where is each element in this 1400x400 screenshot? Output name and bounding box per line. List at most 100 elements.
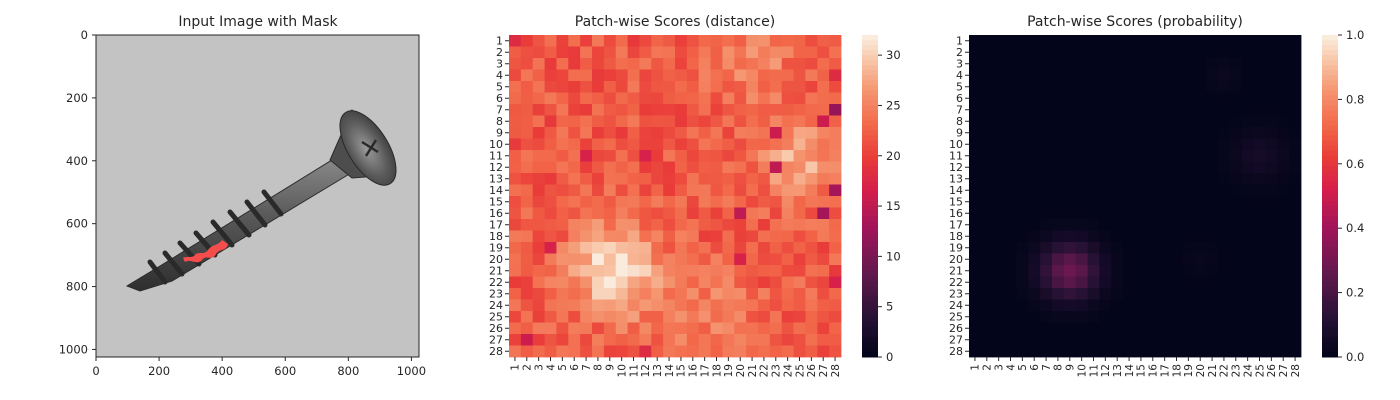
- heatmap-cell: [639, 161, 652, 174]
- colorbar-tick-label: 5: [886, 300, 893, 314]
- heatmap-cell: [980, 69, 994, 82]
- heatmap-cell: [1111, 46, 1124, 59]
- heatmap-cell: [1016, 242, 1029, 254]
- heatmap-cell: [580, 69, 593, 82]
- heatmap-cell: [1099, 104, 1112, 116]
- colorbar-segment: [862, 75, 878, 81]
- heatmap-cell: [817, 150, 830, 162]
- heatmap-cell: [580, 219, 593, 231]
- heatmap-cell: [1277, 311, 1290, 323]
- heatmap-cell: [520, 46, 534, 59]
- heatmap-cell: [1289, 334, 1302, 346]
- heatmap-cell: [1040, 196, 1053, 208]
- heatmap-cell: [781, 138, 794, 151]
- row-tick-label: 5: [496, 81, 503, 94]
- heatmap-cell: [1253, 242, 1266, 254]
- heatmap-cell: [746, 92, 759, 105]
- heatmap-cell: [829, 345, 842, 358]
- heatmap-cell: [722, 173, 735, 185]
- heatmap-cell: [1087, 46, 1100, 59]
- heatmap-cell: [1135, 242, 1148, 254]
- heatmap-cell: [769, 127, 783, 139]
- heatmap-cell: [651, 288, 664, 300]
- heatmap-cell: [544, 92, 557, 105]
- heatmap-cell: [805, 127, 818, 139]
- heatmap-cell: [1241, 311, 1254, 323]
- heatmap-cell: [793, 299, 806, 312]
- heatmap-cell: [1277, 288, 1290, 300]
- heatmap-cell: [1241, 242, 1254, 254]
- heatmap-cell: [1158, 150, 1171, 162]
- heatmap-cell: [758, 311, 771, 323]
- heatmap-cell: [1123, 265, 1136, 277]
- heatmap-cell: [532, 127, 545, 139]
- colorbar-segment: [1322, 306, 1338, 313]
- heatmap-cell: [509, 184, 522, 197]
- heatmap-cell: [1075, 150, 1088, 162]
- heatmap-cell: [580, 184, 593, 197]
- title-distance: Patch-wise Scores (distance): [575, 14, 775, 30]
- heatmap-cell: [1040, 242, 1053, 254]
- heatmap-cell: [817, 81, 830, 93]
- heatmap-cell: [1182, 138, 1195, 151]
- heatmap-cell: [639, 207, 652, 220]
- heatmap-cell: [544, 161, 557, 174]
- heatmap-cell: [805, 161, 818, 174]
- heatmap-cell: [992, 322, 1005, 335]
- row-tick-label: 8: [956, 115, 963, 128]
- colorbar-segment: [1322, 55, 1338, 61]
- heatmap-cell: [592, 196, 605, 208]
- heatmap-cell: [805, 138, 818, 151]
- heatmap-cell: [639, 230, 652, 243]
- heatmap-cell: [734, 334, 747, 346]
- heatmap-cell: [1087, 81, 1100, 93]
- heatmap-cell: [769, 299, 783, 312]
- colorbar-segment: [862, 331, 878, 338]
- heatmap-cell: [509, 46, 522, 59]
- row-tick-label: 6: [956, 92, 963, 105]
- heatmap-cell: [1218, 334, 1231, 346]
- title-input-image: Input Image with Mask: [178, 14, 338, 30]
- heatmap-cell: [781, 127, 794, 139]
- heatmap-cell: [980, 265, 994, 277]
- heatmap-cell: [1016, 184, 1029, 197]
- heatmap-cell: [769, 322, 783, 335]
- heatmap-cell: [722, 311, 735, 323]
- heatmap-cell: [734, 138, 747, 151]
- heatmap-cell: [992, 115, 1005, 128]
- heatmap-cell: [639, 276, 652, 289]
- heatmap-cell: [969, 219, 982, 231]
- heatmap-cell: [722, 334, 735, 346]
- heatmap-cell: [627, 184, 640, 197]
- heatmap-cell: [1063, 161, 1077, 174]
- row-tick-label: 11: [949, 150, 963, 163]
- heatmap-cell: [556, 46, 569, 59]
- colorbar-segment: [1322, 211, 1338, 217]
- heatmap-cell: [1158, 242, 1171, 254]
- heatmap-cell: [1052, 46, 1065, 59]
- col-tick-label: 19: [723, 364, 735, 377]
- heatmap-cell: [1087, 161, 1100, 174]
- heatmap-cell: [980, 322, 994, 335]
- heatmap-cell: [1194, 345, 1207, 358]
- heatmap-cell: [722, 161, 735, 174]
- heatmap-cell: [817, 115, 830, 128]
- heatmap-cell: [544, 299, 557, 312]
- heatmap-cell: [686, 265, 700, 277]
- heatmap-cell: [556, 334, 569, 346]
- heatmap-cell: [1052, 81, 1065, 93]
- heatmap-cell: [592, 173, 605, 185]
- heatmap-cell: [639, 69, 652, 82]
- heatmap-cell: [734, 150, 747, 162]
- colorbar-segment: [1322, 261, 1338, 267]
- colorbar-segment: [1322, 145, 1338, 152]
- heatmap-cell: [1229, 69, 1243, 82]
- heatmap-cell: [1123, 288, 1136, 300]
- heatmap-cell: [615, 322, 628, 335]
- heatmap-cell: [1158, 184, 1171, 197]
- heatmap-cell: [1063, 92, 1077, 105]
- heatmap-cell: [1004, 92, 1017, 105]
- heatmap-cell: [627, 230, 640, 243]
- heatmap-cell: [509, 230, 522, 243]
- colorbar-segment: [862, 206, 878, 212]
